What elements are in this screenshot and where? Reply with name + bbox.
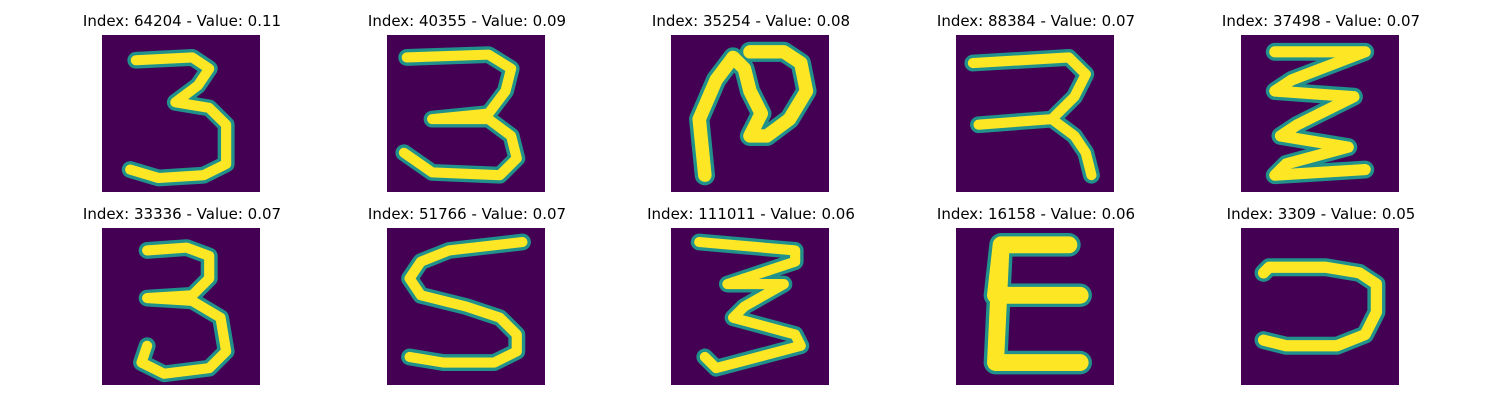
panel-title: Index: 51766 - Value: 0.07 <box>367 205 567 223</box>
digit-3-icon <box>387 35 545 192</box>
digit-image <box>671 228 829 385</box>
panel-title: Index: 111011 - Value: 0.06 <box>647 205 855 223</box>
panel-title: Index: 88384 - Value: 0.07 <box>936 12 1136 30</box>
digit-image <box>102 228 260 385</box>
panel-title: Index: 16158 - Value: 0.06 <box>936 205 1136 223</box>
digit-3-icon <box>102 35 260 192</box>
digit-image <box>102 35 260 192</box>
digit-image <box>387 228 545 385</box>
panel-title: Index: 3309 - Value: 0.05 <box>1226 205 1416 223</box>
panel-title: Index: 64204 - Value: 0.11 <box>82 12 282 30</box>
digit-3-icon <box>102 228 260 385</box>
panel-title: Index: 35254 - Value: 0.08 <box>651 12 851 30</box>
digit-image <box>1241 228 1399 385</box>
digit-image <box>387 35 545 192</box>
digit-zigzag-3-icon <box>1241 35 1399 192</box>
digit-E-icon <box>956 228 1114 385</box>
digit-N-like-icon <box>671 35 829 192</box>
digit-image <box>956 35 1114 192</box>
digit-5-icon <box>387 228 545 385</box>
panel-title: Index: 40355 - Value: 0.09 <box>367 12 567 30</box>
digit-3-icon <box>671 228 829 385</box>
digit-image <box>671 35 829 192</box>
digit-reversed-R-icon <box>956 35 1114 192</box>
digit-reversed-C-icon <box>1241 228 1399 385</box>
digit-image <box>1241 35 1399 192</box>
digit-image <box>956 228 1114 385</box>
panel-title: Index: 33336 - Value: 0.07 <box>82 205 282 223</box>
panel-title: Index: 37498 - Value: 0.07 <box>1221 12 1421 30</box>
